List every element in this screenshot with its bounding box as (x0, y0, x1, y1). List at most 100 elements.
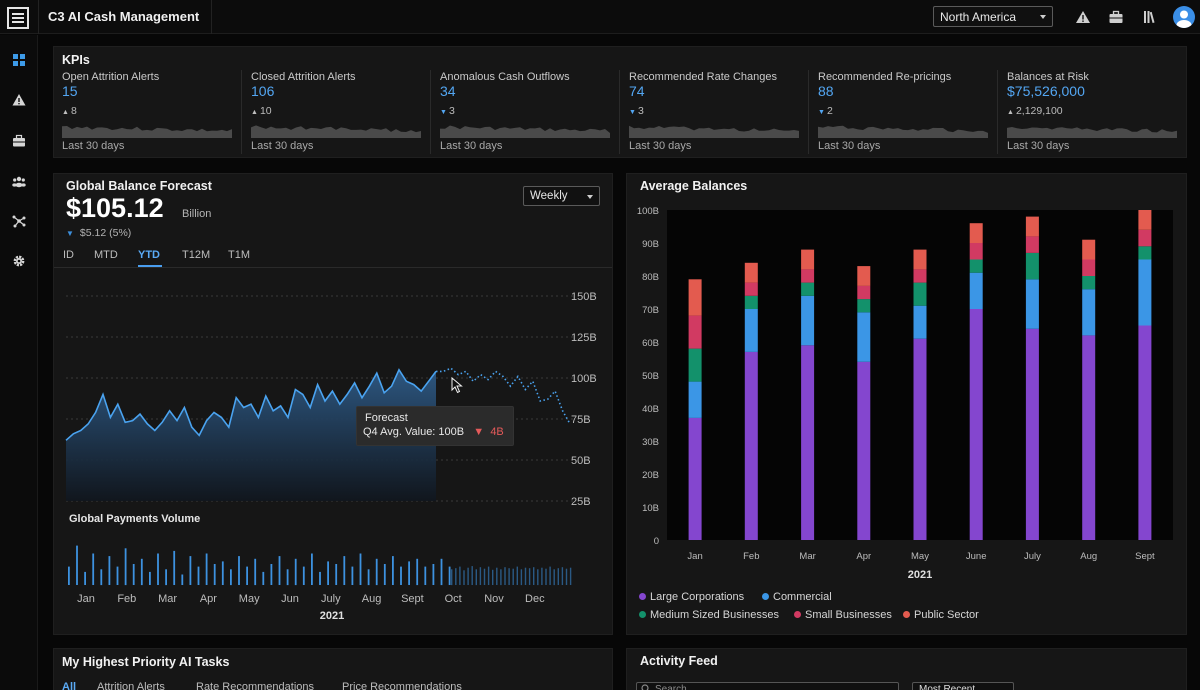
legend-swatch (903, 611, 910, 618)
kpi-divider (808, 70, 809, 154)
x-tick-label: Jan (77, 593, 95, 605)
payment-forecast-bar (508, 568, 510, 585)
kpi-label: Balances at Risk (1007, 71, 1089, 83)
stacked-bar-segment (969, 223, 983, 243)
dashboard-icon[interactable] (12, 53, 26, 67)
kpi-label: Open Attrition Alerts (62, 71, 160, 83)
payment-forecast-bar (475, 569, 477, 586)
payment-bar (124, 548, 127, 586)
legend-swatch (639, 593, 646, 600)
legend-large-corporations[interactable]: Large Corporations (639, 591, 744, 603)
kpi-card[interactable]: Anomalous Cash Outflows 34 ▼ 3 Last 30 days (440, 70, 624, 156)
legend-public-sector[interactable]: Public Sector (903, 609, 979, 621)
kpi-divider (619, 70, 620, 154)
kpi-card[interactable]: Closed Attrition Alerts 106 ▲ 10 Last 30 day… (251, 70, 435, 156)
kpi-period: Last 30 days (251, 140, 314, 152)
chevron-down-icon (587, 195, 593, 199)
stacked-bar-segment (969, 259, 983, 273)
actual-area (66, 369, 436, 501)
stacked-bar-segment (1025, 279, 1039, 329)
users-icon[interactable] (12, 174, 26, 188)
payment-bar (416, 558, 419, 586)
alert-icon[interactable] (12, 93, 26, 107)
alert-icon[interactable] (1075, 9, 1091, 25)
payments-title: Global Payments Volume (69, 513, 201, 525)
kpi-card[interactable]: Balances at Risk $75,526,000 ▲ 2,129,100 Las… (1007, 70, 1191, 156)
payment-bar (448, 566, 451, 585)
payment-bar (238, 556, 240, 585)
kpi-label: Anomalous Cash Outflows (440, 71, 570, 83)
sparkline-area (629, 125, 799, 138)
y-tick-label: 20B (642, 470, 659, 481)
payment-bar (286, 569, 289, 586)
legend-label: Small Businesses (805, 609, 892, 621)
payments-chart[interactable]: Jan Feb Mar Apr May Jun July Aug Sept Oct Nov Dec 20… (54, 528, 612, 624)
kpi-period: Last 30 days (1007, 140, 1070, 152)
kpi-period: Last 30 days (818, 140, 881, 152)
x-tick-label: Jun (281, 593, 299, 605)
x-tick-label: Sept (401, 593, 424, 605)
y-tick-label: 10B (642, 503, 659, 514)
payment-forecast-bar (500, 569, 502, 586)
payment-forecast-bar (467, 567, 469, 585)
legend-small-businesses[interactable]: Small Businesses (794, 609, 892, 621)
stacked-bar-segment (688, 315, 702, 349)
payment-bar (392, 556, 394, 585)
activity-search-input[interactable]: Search (636, 682, 899, 690)
c3-logo-icon[interactable] (6, 6, 30, 30)
x-tick-label: May (239, 593, 260, 605)
kpi-period: Last 30 days (629, 140, 692, 152)
payment-bar (149, 571, 151, 585)
forecast-line (436, 367, 571, 425)
stacked-bar-segment (913, 338, 927, 540)
network-icon[interactable] (12, 214, 26, 228)
gear-icon[interactable] (12, 254, 26, 268)
sparkline-area (62, 126, 232, 138)
period-select-value: Weekly (530, 190, 568, 202)
briefcase-icon[interactable] (1108, 9, 1124, 25)
tooltip-body: Q4 Avg. Value: 100B ▼ 4B (363, 426, 504, 438)
kpi-delta-value: 10 (259, 105, 272, 117)
period-select[interactable]: Weekly (523, 186, 600, 206)
stacked-bar-segment (969, 309, 983, 540)
kpi-card[interactable]: Recommended Re-pricings 88 ▼ 2 Last 30 days (818, 70, 1002, 156)
tooltip-change: ▼ 4B (467, 426, 504, 438)
tab-t12m[interactable]: T12M (182, 249, 211, 261)
task-tab-attrition-alerts[interactable]: Attrition Alerts (97, 681, 165, 690)
payment-forecast-bar (459, 566, 461, 585)
kpi-card[interactable]: Recommended Rate Changes 74 ▼ 3 Last 30 days (629, 70, 813, 156)
kpi-delta: ▲ 10 (251, 105, 272, 117)
stacked-bar-segment (1025, 236, 1039, 253)
forecast-value: $105.12 (66, 193, 164, 223)
y-tick-label: 100B (637, 206, 659, 217)
tab-t1m[interactable]: T1M (228, 249, 250, 261)
x-tick-label: Aug (362, 593, 382, 605)
stacked-bar-segment (1138, 229, 1152, 247)
payment-forecast-bar (504, 567, 506, 585)
task-tab-price-recommendations[interactable]: Price Recommendations (342, 681, 462, 690)
library-icon[interactable] (1142, 9, 1158, 25)
tab-mtd[interactable]: MTD (94, 249, 118, 261)
task-tab-all[interactable]: All (62, 681, 77, 690)
y-tick-label: 50B (571, 455, 591, 467)
region-select[interactable]: North America (933, 6, 1053, 27)
tab-id[interactable]: ID (63, 249, 74, 261)
payment-bar (92, 553, 95, 585)
tab-ytd[interactable]: YTD (138, 249, 160, 261)
legend-medium-sized-businesses[interactable]: Medium Sized Businesses (639, 609, 779, 621)
user-avatar-icon[interactable] (1173, 6, 1195, 28)
briefcase-icon[interactable] (12, 134, 26, 148)
payment-forecast-bar (533, 567, 535, 585)
sparkline-area (440, 125, 610, 138)
payment-bar (375, 558, 378, 586)
payment-bar (335, 564, 338, 585)
legend-label: Public Sector (914, 609, 979, 621)
kpi-sparkline (818, 125, 988, 138)
forecast-chart[interactable]: 150B 125B 100B 75B 50B 25B (54, 270, 612, 520)
kpi-sparkline (251, 125, 421, 138)
legend-commercial[interactable]: Commercial (762, 591, 832, 603)
task-tab-rate-recommendations[interactable]: Rate Recommendations (196, 681, 315, 690)
average-balances-chart[interactable]: 100B 90B 80B 70B 60B 50B 40B 30B 20B 10B 0 Jan Feb Ma… (626, 196, 1187, 586)
kpi-card[interactable]: Open Attrition Alerts 15 ▲ 8 Last 30 days (62, 70, 246, 156)
sort-select[interactable]: Most Recent (912, 682, 1014, 690)
